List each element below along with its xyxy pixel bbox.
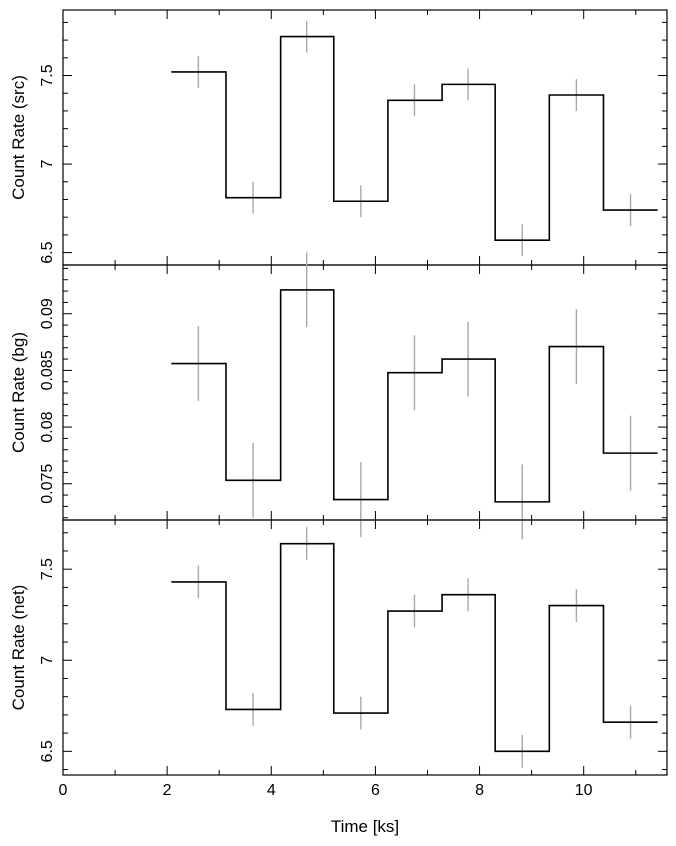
y-tick-label: 7 [39, 160, 56, 169]
y-tick-label: 6.5 [39, 740, 56, 762]
x-axis-label: Time [ks] [331, 817, 399, 836]
panel-bg: 0.075 0.08 0.085 0.09 Count Rate (bg) [9, 252, 668, 540]
x-axis: 0 2 4 6 8 10 [59, 782, 593, 799]
y-axis-label: Count Rate (bg) [9, 332, 28, 453]
series-step-line [171, 542, 658, 753]
series-step-line [171, 35, 658, 242]
y-tick-label: 7.5 [39, 558, 56, 580]
panel-frame [62, 9, 668, 266]
x-tick-label: 4 [267, 782, 276, 799]
panel-frame [62, 264, 668, 521]
y-tick-label: 7.5 [39, 64, 56, 86]
y-tick-label: 0.08 [39, 411, 56, 442]
x-tick-label: 8 [475, 782, 484, 799]
y-tick-label: 0.075 [39, 464, 56, 504]
y-axis-label: Count Rate (src) [9, 75, 28, 200]
x-tick-label: 10 [575, 782, 593, 799]
y-tick-label: 7 [39, 656, 56, 665]
y-tick-label: 6.5 [39, 241, 56, 263]
x-tick-label: 2 [163, 782, 172, 799]
y-tick-label: 0.09 [39, 298, 56, 329]
panel-frame [62, 519, 668, 776]
series-step-line [171, 289, 658, 503]
panel-net: 6.5 7 7.5 Count Rate (net) [9, 519, 668, 776]
y-axis-label: Count Rate (net) [9, 585, 28, 711]
x-tick-label: 0 [59, 782, 68, 799]
x-tick-label: 6 [371, 782, 380, 799]
y-tick-label: 0.085 [39, 350, 56, 390]
panel-src: 6.5 7 7.5 Count Rate (src) [9, 9, 668, 266]
